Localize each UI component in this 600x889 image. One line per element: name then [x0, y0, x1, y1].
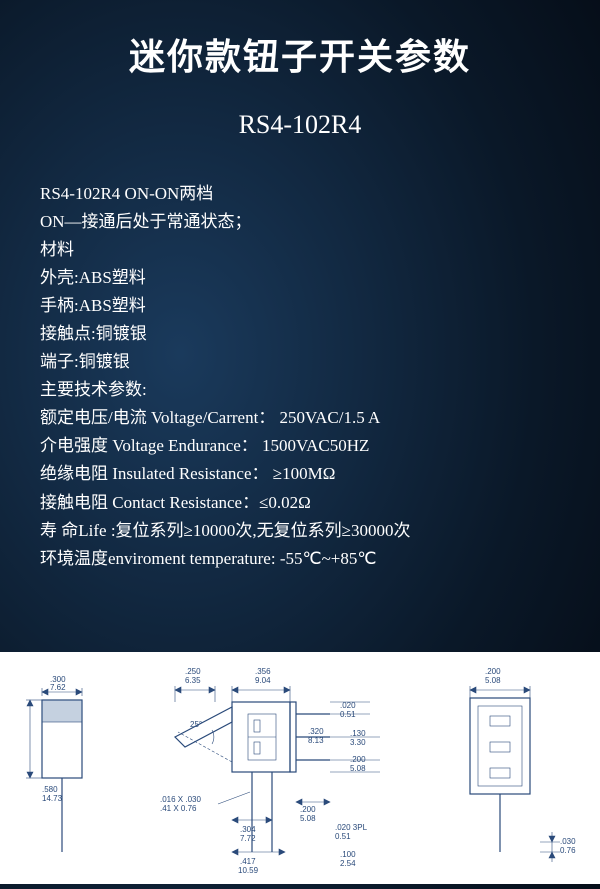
dim-label: .304	[240, 825, 256, 834]
spec-line: 环境温度enviroment temperature: -55℃~+85℃	[40, 545, 560, 573]
spec-block: RS4-102R4 ON-ON两档 ON—接通后处于常通状态； 材料 外壳:AB…	[40, 180, 560, 573]
model-number: RS4-102R4	[0, 110, 600, 140]
dim-label: 2.54	[340, 859, 356, 868]
dim-label: .200	[485, 667, 501, 676]
spec-line: 端子:铜镀银	[40, 348, 560, 376]
spec-line: RS4-102R4 ON-ON两档	[40, 180, 560, 208]
dim-label: .016 X .030	[160, 795, 201, 804]
top-view: .200 5.08	[470, 667, 576, 862]
spec-line: ON—接通后处于常通状态；	[40, 208, 560, 236]
dim-label: .020 3PL	[335, 823, 368, 832]
dim-label: 9.04	[255, 676, 271, 685]
dim-label: 8.13	[308, 736, 324, 745]
dim-label: 0.51	[340, 710, 356, 719]
dim-label: 5.08	[300, 814, 316, 823]
dim-label: .41 X 0.76	[160, 804, 197, 813]
spec-line: 外壳:ABS塑料	[40, 264, 560, 292]
dim-label: .030	[560, 837, 576, 846]
spec-line: 寿 命Life :复位系列≥10000次,无复位系列≥30000次	[40, 517, 560, 545]
spec-line: 材料	[40, 236, 560, 264]
dim-label: 10.59	[238, 866, 259, 875]
spec-line: 主要技术参数:	[40, 376, 560, 404]
dim-label: 6.35	[185, 676, 201, 685]
spec-line: 介电强度 Voltage Endurance： 1500VAC50HZ	[40, 432, 560, 460]
dim-label: .250	[185, 667, 201, 676]
dim-label: 7.72	[240, 834, 256, 843]
dim-label: .020	[340, 701, 356, 710]
dim-label: .417	[240, 857, 256, 866]
dim-label: .200	[300, 805, 316, 814]
spec-line: 接触点:铜镀银	[40, 320, 560, 348]
mechanical-drawing: .300 7.62 .580 14.73	[0, 652, 600, 884]
dim-label: 0.51	[335, 832, 351, 841]
dim-label: .580	[42, 785, 58, 794]
dim-label: .130	[350, 729, 366, 738]
page-title: 迷你款钮子开关参数	[0, 28, 600, 80]
dim-label: 3.30	[350, 738, 366, 747]
dim-label: 5.08	[485, 676, 501, 685]
spec-line: 手柄:ABS塑料	[40, 292, 560, 320]
drawing-svg: .300 7.62 .580 14.73	[0, 652, 600, 884]
dim-label: 14.73	[42, 794, 63, 803]
dim-label: 25°	[190, 720, 202, 729]
dim-label: .100	[340, 850, 356, 859]
dim-label: .356	[255, 667, 271, 676]
spec-line: 接触电阻 Contact Resistance：≤0.02Ω	[40, 489, 560, 517]
dim-label: 5.08	[350, 764, 366, 773]
dim-label: 7.62	[50, 683, 66, 692]
spec-line: 额定电压/电流 Voltage/Carrent： 250VAC/1.5 A	[40, 404, 560, 432]
dim-label: 0.76	[560, 846, 576, 855]
front-view: .300 7.62 .580 14.73	[26, 675, 82, 852]
dim-label: .320	[308, 727, 324, 736]
side-view: .250 6.35 .356 9.04	[160, 667, 380, 875]
spec-line: 绝缘电阻 Insulated Resistance： ≥100MΩ	[40, 460, 560, 488]
dim-label: .200	[350, 755, 366, 764]
